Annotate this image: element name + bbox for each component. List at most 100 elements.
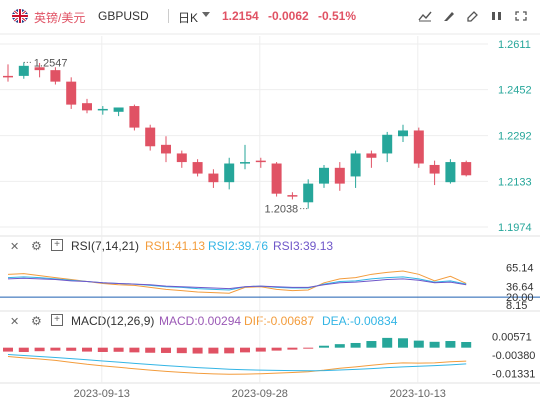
- rsi2-label: RSI2:39.76: [208, 239, 269, 253]
- candle-up: [382, 134, 393, 154]
- macd-bar-up: [398, 338, 408, 348]
- macd-bar-down: [271, 347, 282, 351]
- candle-down: [413, 130, 424, 164]
- candle-down: [82, 103, 92, 111]
- header-bar: 英镑/美元 GBPUSD 日K 1.2154 -0.0062 -0.51%: [0, 0, 540, 32]
- candle-up: [97, 108, 108, 111]
- macd-bar-up: [413, 340, 424, 348]
- candle-down: [429, 164, 440, 174]
- candle-down: [145, 127, 156, 147]
- macd-dea-line: [7, 354, 467, 372]
- candle-up: [224, 163, 235, 183]
- rsi-axis-label: 36.64: [506, 281, 534, 293]
- price-change-pct: -0.51%: [318, 9, 357, 23]
- rsi-line-rsi3: [7, 277, 467, 290]
- date-axis-label: 2023-09-13: [74, 388, 130, 400]
- macd-bar-down: [82, 347, 92, 352]
- candle-down: [287, 195, 298, 197]
- rsi-title: RSI(7,14,21): [71, 239, 140, 253]
- candle-down: [461, 162, 472, 176]
- candle-down: [271, 163, 282, 194]
- price-axis-label: 1.2292: [498, 131, 532, 143]
- candle-down: [66, 81, 77, 105]
- rsi-axis-label: 8.15: [506, 300, 527, 312]
- candle-down: [50, 70, 61, 82]
- candle-up: [113, 107, 124, 112]
- macd-dif-line: [7, 355, 467, 375]
- candle-down: [3, 75, 13, 78]
- macd-title: MACD(12,26,9): [71, 314, 155, 328]
- macd-bar-down: [240, 347, 250, 353]
- candle-down: [334, 167, 345, 184]
- candle-down: [129, 106, 140, 128]
- rsi-header: ✕ ⚙ + RSI(7,14,21) RSI1:41.13 RSI2:39.76…: [0, 238, 540, 256]
- chevron-down-icon[interactable]: [202, 12, 210, 17]
- macd-bar-down: [113, 347, 124, 352]
- rsi-axis-label: 20.00: [506, 292, 534, 304]
- symbol-label: GBPUSD: [98, 9, 149, 23]
- candle-down: [161, 144, 171, 154]
- macd-bar-down: [3, 347, 13, 352]
- macd-bar-down: [176, 347, 187, 354]
- date-axis-label: 2023-09-28: [232, 388, 288, 400]
- macd-bar-down: [208, 347, 219, 354]
- rsi3-label: RSI3:39.13: [273, 239, 334, 253]
- macd-bar-down: [192, 347, 203, 354]
- rsi-axis-label: 65.14: [506, 263, 534, 275]
- macd-bar-down: [66, 347, 77, 351]
- price-axis-label: 1.2452: [498, 85, 532, 97]
- candle-down: [192, 162, 203, 174]
- macd-bar-down: [129, 347, 140, 353]
- macd-axis-label: 0.00571: [492, 332, 532, 344]
- macd-bar-up: [445, 341, 456, 348]
- add-indicator-icon[interactable]: +: [51, 239, 63, 251]
- macd-axis-label: -0.01331: [492, 369, 535, 381]
- candle-up: [303, 183, 314, 203]
- rsi-line-rsi1: [7, 270, 467, 294]
- price-axis-label: 1.2133: [498, 176, 532, 188]
- dif-label: DIF:-0.00687: [244, 314, 315, 328]
- macd-axis-label: -0.00380: [492, 350, 535, 362]
- price-axis-label: 1.2611: [498, 39, 531, 51]
- macd-bar-down: [145, 347, 156, 353]
- macd-bar-down: [18, 347, 29, 352]
- collapse-icon[interactable]: ✕: [10, 241, 20, 253]
- collapse-icon[interactable]: ✕: [10, 316, 20, 328]
- candle-down: [176, 153, 187, 163]
- macd-bar-down: [255, 347, 266, 352]
- high-price-label: 1.2547: [34, 57, 68, 69]
- candle-up: [350, 153, 361, 177]
- macd-header: ✕ ⚙ + MACD(12,26,9) MACD:0.00294 DIF:-0.…: [0, 313, 540, 331]
- fullscreen-icon[interactable]: [512, 10, 530, 26]
- candle-up: [18, 65, 29, 76]
- candle-down: [34, 67, 45, 71]
- compare-tool-icon[interactable]: [488, 10, 506, 26]
- interval-selector[interactable]: 日K: [178, 11, 199, 25]
- macd-bar-up: [382, 337, 393, 348]
- current-price: 1.2154: [222, 9, 259, 23]
- macd-bar-down: [34, 347, 45, 352]
- macd-value-label: MACD:0.00294: [159, 314, 242, 328]
- add-indicator-icon[interactable]: +: [51, 314, 63, 326]
- macd-bar-up: [334, 344, 345, 348]
- candle-down: [366, 153, 377, 158]
- header-divider: [168, 9, 169, 23]
- macd-bar-up: [429, 341, 440, 348]
- macd-bar-down: [161, 347, 171, 353]
- settings-icon[interactable]: ⚙: [31, 239, 42, 253]
- line-tool-icon[interactable]: [416, 10, 434, 26]
- macd-bar-down: [97, 347, 108, 352]
- macd-bar-up: [319, 345, 329, 348]
- settings-icon[interactable]: ⚙: [31, 314, 42, 328]
- edit-tool-icon[interactable]: [464, 10, 482, 26]
- macd-bar-up: [366, 341, 377, 348]
- macd-bar-down: [224, 347, 235, 354]
- price-change: -0.0062: [268, 9, 309, 23]
- pen-tool-icon[interactable]: [440, 10, 458, 26]
- candle-down: [255, 160, 266, 163]
- low-price-label: 1.2038: [265, 204, 299, 216]
- price-axis-label: 1.1974: [498, 222, 532, 234]
- candle-up: [445, 162, 456, 183]
- candle-up: [240, 162, 250, 164]
